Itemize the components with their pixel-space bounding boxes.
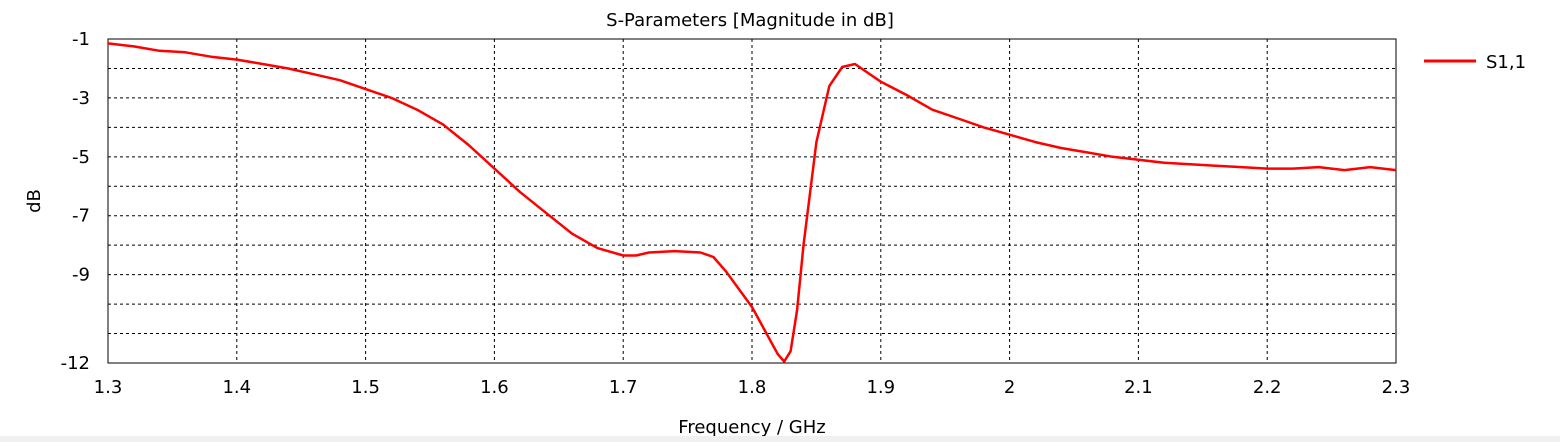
x-tick-label: 2.1 xyxy=(1124,377,1153,398)
bottom-border xyxy=(0,436,1560,442)
horizontal-gridlines xyxy=(108,67,1396,335)
y-axis-label: dB xyxy=(24,189,45,213)
vertical-gridlines xyxy=(236,39,1268,363)
legend: S1,1 xyxy=(1424,52,1526,73)
x-tick-label: 1.8 xyxy=(738,377,767,398)
y-tick-label: -7 xyxy=(72,206,90,227)
x-tick-label: 2.3 xyxy=(1382,377,1411,398)
x-axis-label: Frequency / GHz xyxy=(678,417,825,436)
x-tick-label: 1.4 xyxy=(222,377,251,398)
x-tick-label: 1.5 xyxy=(351,377,380,398)
x-tick-label: 2.2 xyxy=(1253,377,1282,398)
legend-label-s11: S1,1 xyxy=(1486,52,1526,73)
x-tick-label: 1.3 xyxy=(94,377,123,398)
chart-title: S-Parameters [Magnitude in dB] xyxy=(606,10,894,31)
y-tick-label: -5 xyxy=(72,147,90,168)
x-tick-label: 1.7 xyxy=(609,377,638,398)
y-axis-tick-labels: -1 -3 -5 -7 -9 -12 xyxy=(61,29,90,374)
y-tick-label: -1 xyxy=(72,29,90,50)
series-line-s11 xyxy=(107,42,1397,363)
x-tick-label: 1.9 xyxy=(866,377,895,398)
x-tick-label: 1.6 xyxy=(480,377,509,398)
x-tick-label: 2 xyxy=(1004,377,1015,398)
y-tick-label: -12 xyxy=(61,353,90,374)
series-layer xyxy=(107,42,1397,363)
y-tick-label: -3 xyxy=(72,88,90,109)
x-axis-tick-labels: 1.3 1.4 1.5 1.6 1.7 1.8 1.9 2 2.1 2.2 2.3 xyxy=(94,377,1411,398)
y-tick-label: -9 xyxy=(72,265,90,286)
